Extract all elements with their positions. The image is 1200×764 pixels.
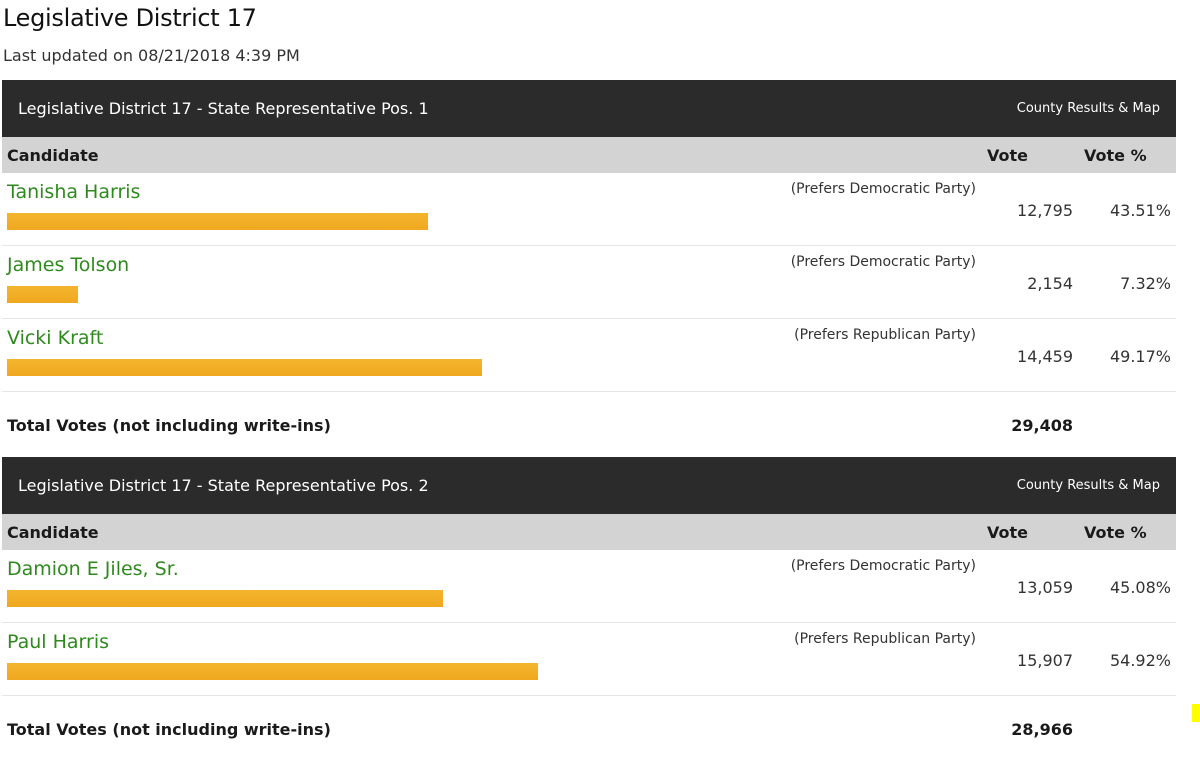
- county-results-map-link[interactable]: County Results & Map: [1016, 478, 1160, 493]
- vote-share-bar: [7, 590, 443, 607]
- candidate-row: James Tolson (Prefers Democratic Party) …: [2, 246, 1176, 319]
- candidate-row: Vicki Kraft (Prefers Republican Party) 1…: [2, 319, 1176, 392]
- candidate-votes: 13,059: [1017, 578, 1073, 597]
- candidate-vote-pct: 45.08%: [1109, 578, 1171, 597]
- county-results-map-link[interactable]: County Results & Map: [1016, 101, 1160, 116]
- race-title: Legislative District 17 - State Represen…: [18, 99, 429, 118]
- last-updated-text: Last updated on 08/21/2018 4:39 PM: [3, 46, 300, 65]
- vote-share-bar: [7, 663, 538, 680]
- page-title: Legislative District 17: [3, 4, 257, 32]
- column-header-row: Candidate Vote Vote %: [2, 137, 1176, 173]
- column-header-candidate: Candidate: [7, 523, 99, 542]
- column-header-candidate: Candidate: [7, 146, 99, 165]
- candidate-votes: 2,154: [1027, 274, 1073, 293]
- total-votes-label: Total Votes (not including write-ins): [7, 416, 331, 435]
- total-votes-row: Total Votes (not including write-ins) 29…: [2, 392, 1176, 455]
- candidate-votes: 14,459: [1017, 347, 1073, 366]
- candidate-party: (Prefers Democratic Party): [790, 254, 976, 270]
- candidate-name-link[interactable]: Vicki Kraft: [7, 327, 104, 349]
- candidate-party: (Prefers Republican Party): [794, 631, 976, 647]
- candidate-name-link[interactable]: Tanisha Harris: [7, 181, 141, 203]
- race-pos-2: Legislative District 17 - State Represen…: [2, 457, 1176, 759]
- highlight-marker: [1192, 704, 1199, 722]
- candidate-vote-pct: 54.92%: [1109, 651, 1171, 670]
- candidate-row: Paul Harris (Prefers Republican Party) 1…: [2, 623, 1176, 696]
- total-votes-label: Total Votes (not including write-ins): [7, 720, 331, 739]
- vote-share-bar: [7, 286, 78, 303]
- candidate-vote-pct: 49.17%: [1109, 347, 1171, 366]
- column-header-vote-pct: Vote %: [1084, 523, 1147, 542]
- column-header-vote-pct: Vote %: [1084, 146, 1147, 165]
- candidate-party: (Prefers Democratic Party): [790, 181, 976, 197]
- column-header-vote: Vote: [987, 523, 1028, 542]
- candidate-name-link[interactable]: James Tolson: [7, 254, 130, 276]
- race-header: Legislative District 17 - State Represen…: [2, 457, 1176, 514]
- candidate-name-link[interactable]: Paul Harris: [7, 631, 110, 653]
- race-header: Legislative District 17 - State Represen…: [2, 80, 1176, 137]
- candidate-row: Tanisha Harris (Prefers Democratic Party…: [2, 173, 1176, 246]
- vote-share-bar: [7, 359, 482, 376]
- total-votes-value: 29,408: [1011, 416, 1073, 435]
- column-header-row: Candidate Vote Vote %: [2, 514, 1176, 550]
- total-votes-row: Total Votes (not including write-ins) 28…: [2, 696, 1176, 759]
- race-title: Legislative District 17 - State Represen…: [18, 476, 429, 495]
- vote-share-bar: [7, 213, 428, 230]
- column-header-vote: Vote: [987, 146, 1028, 165]
- candidate-party: (Prefers Republican Party): [794, 327, 976, 343]
- total-votes-value: 28,966: [1011, 720, 1073, 739]
- candidate-vote-pct: 43.51%: [1109, 201, 1171, 220]
- candidate-vote-pct: 7.32%: [1120, 274, 1171, 293]
- candidate-votes: 15,907: [1017, 651, 1073, 670]
- candidate-row: Damion E Jiles, Sr. (Prefers Democratic …: [2, 550, 1176, 623]
- candidate-party: (Prefers Democratic Party): [790, 558, 976, 574]
- candidate-name-link[interactable]: Damion E Jiles, Sr.: [7, 558, 179, 580]
- candidate-votes: 12,795: [1017, 201, 1073, 220]
- race-pos-1: Legislative District 17 - State Represen…: [2, 80, 1176, 455]
